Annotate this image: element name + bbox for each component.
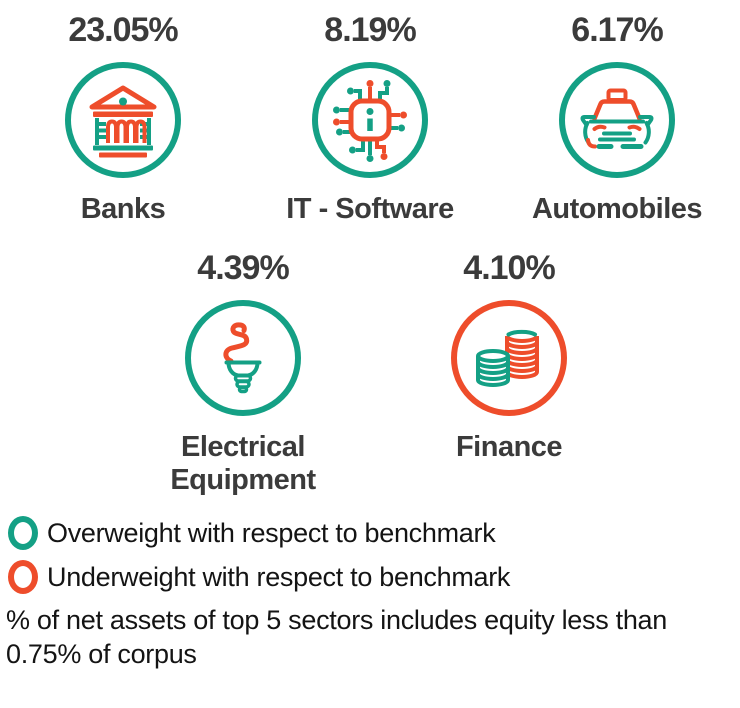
sector-label: Banks — [80, 193, 166, 225]
car-icon — [557, 60, 677, 180]
sector-automobiles: 6.17% — [494, 8, 740, 226]
sector-percentage: 23.05% — [68, 10, 178, 49]
sector-row-2: 4.39% Electrical Equipment — [0, 246, 740, 497]
legend-label: Underweight with respect to benchmark — [47, 561, 511, 592]
legend-item-overweight: Overweight with respect to benchmark — [8, 511, 740, 555]
sector-percentage: 6.17% — [571, 10, 663, 49]
overweight-circle-icon — [8, 516, 38, 550]
bank-icon — [63, 60, 183, 180]
underweight-circle-icon — [8, 560, 38, 594]
sector-label: IT - Software — [286, 193, 454, 225]
sector-allocation-infographic: 23.05% — [0, 8, 740, 670]
sector-percentage: 8.19% — [324, 10, 416, 49]
sector-banks: 23.05% — [0, 8, 246, 226]
legend-label: Overweight with respect to benchmark — [47, 517, 496, 548]
sector-it-software: 8.19% — [247, 8, 493, 226]
cfl-bulb-icon — [183, 298, 303, 418]
sector-label: Electrical Equipment — [170, 431, 316, 496]
sector-percentage: 4.39% — [197, 248, 289, 287]
chip-icon — [310, 60, 430, 180]
sector-row-1: 23.05% — [0, 8, 740, 226]
footnote-text: % of net assets of top 5 sectors include… — [6, 605, 667, 669]
coins-icon — [449, 298, 569, 418]
legend: Overweight with respect to benchmark Und… — [0, 511, 740, 599]
sector-label: Finance — [455, 431, 563, 463]
legend-item-underweight: Underweight with respect to benchmark — [8, 555, 740, 599]
sector-label: Automobiles — [531, 193, 703, 225]
sector-electrical-equipment: 4.39% Electrical Equipment — [120, 246, 366, 497]
sector-percentage: 4.10% — [463, 248, 555, 287]
sector-finance: 4.10% — [386, 246, 632, 497]
